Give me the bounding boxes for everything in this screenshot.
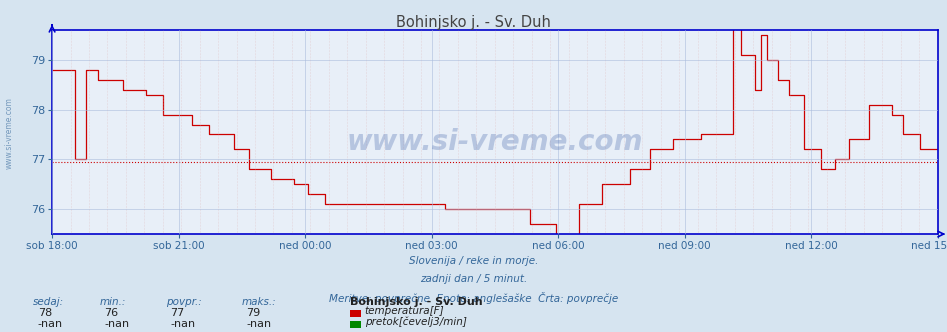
Text: min.:: min.: [99, 297, 126, 307]
Text: Slovenija / reke in morje.: Slovenija / reke in morje. [409, 256, 538, 266]
Text: zadnji dan / 5 minut.: zadnji dan / 5 minut. [420, 274, 527, 284]
Text: pretok[čevelj3/min]: pretok[čevelj3/min] [365, 317, 467, 327]
Text: 78: 78 [38, 308, 52, 318]
Text: www.si-vreme.com: www.si-vreme.com [5, 97, 14, 169]
Text: 77: 77 [170, 308, 185, 318]
Text: temperatura[F]: temperatura[F] [365, 306, 444, 316]
Text: Meritve: povprečne  Enote: anglešaške  Črta: povprečje: Meritve: povprečne Enote: anglešaške Črt… [329, 292, 618, 304]
Text: povpr.:: povpr.: [166, 297, 202, 307]
Text: -nan: -nan [246, 319, 272, 329]
Text: Bohinjsko j. - Sv. Duh: Bohinjsko j. - Sv. Duh [396, 15, 551, 30]
Text: -nan: -nan [38, 319, 63, 329]
Text: sedaj:: sedaj: [33, 297, 64, 307]
Text: www.si-vreme.com: www.si-vreme.com [347, 128, 643, 156]
Text: Bohinjsko j. - Sv. Duh: Bohinjsko j. - Sv. Duh [350, 297, 483, 307]
Text: -nan: -nan [104, 319, 130, 329]
Text: maks.:: maks.: [241, 297, 277, 307]
Text: 79: 79 [246, 308, 260, 318]
Text: -nan: -nan [170, 319, 196, 329]
Text: 76: 76 [104, 308, 118, 318]
